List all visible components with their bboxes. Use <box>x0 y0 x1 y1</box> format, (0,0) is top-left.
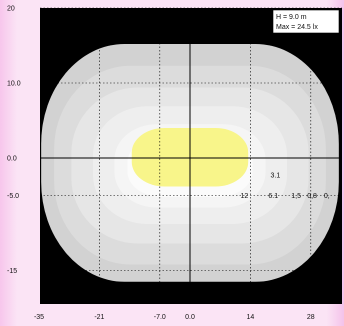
contour-label: 6.1 <box>268 193 278 200</box>
x-tick-label: -21 <box>94 314 104 321</box>
x-tick-label: -7.0 <box>154 314 166 321</box>
info-box-frame <box>272 9 340 34</box>
y-tick-label: 0.0 <box>7 156 17 163</box>
contour-label-layer: 3.1 12 6.1 1,5 0,8 0, <box>240 173 329 200</box>
y-tick-label: -15 <box>7 268 17 275</box>
y-tick-label: 10.0 <box>7 81 21 88</box>
contour-label: 0, <box>324 193 330 200</box>
max-label: Max = 24.5 lx <box>276 24 318 31</box>
contour-label: 3.1 <box>271 173 281 180</box>
contour-label: 12 <box>240 193 248 200</box>
contour-label: 1,5 <box>291 193 301 200</box>
info-box: H = 9.0 m Max = 24.5 lx <box>272 9 340 34</box>
height-label: H = 9.0 m <box>276 14 307 21</box>
x-tick-label: 0.0 <box>185 314 195 321</box>
x-tick-label: 28 <box>307 314 315 321</box>
x-tick-label: -35 <box>34 314 44 321</box>
grid-layer <box>40 7 342 304</box>
y-tick-label: 20 <box>7 6 15 13</box>
x-tick-label: 14 <box>247 314 255 321</box>
y-tick-layer: 20 10.0 0.0 -5.0 -15 <box>7 6 21 276</box>
y-tick-label: -5.0 <box>7 193 19 200</box>
x-tick-layer: -35 -21 -7.0 0.0 14 28 <box>34 314 315 321</box>
contour-label: 0,8 <box>307 193 317 200</box>
axes-layer <box>40 8 342 304</box>
